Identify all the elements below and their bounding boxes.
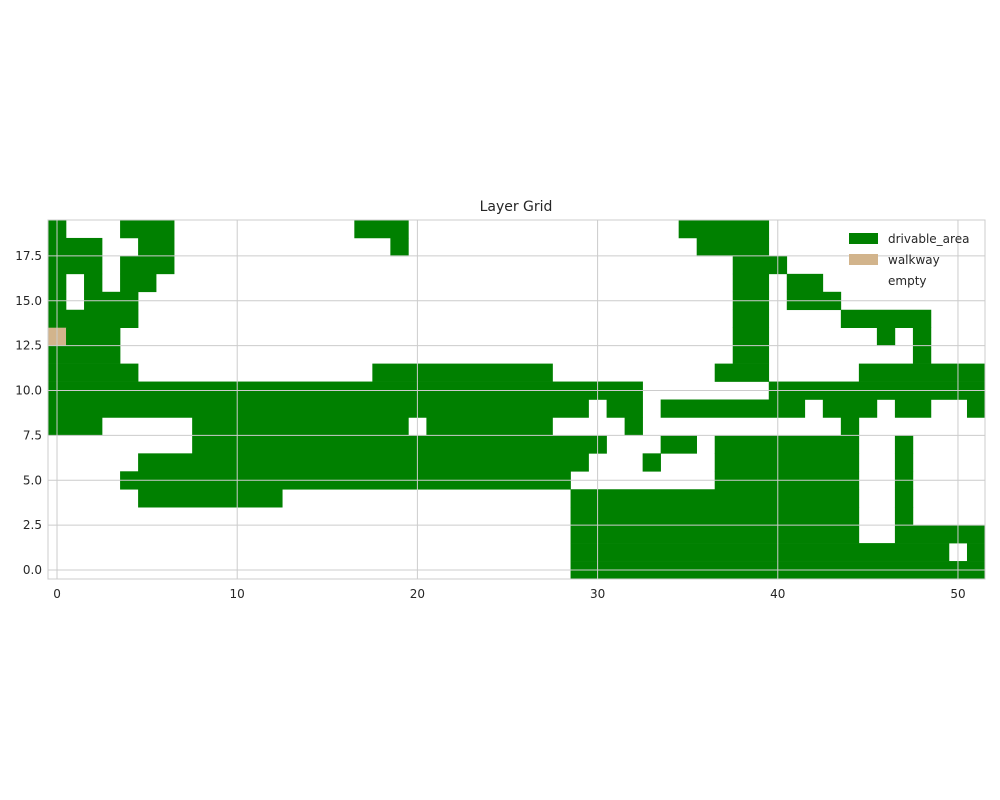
cell-drivable-area: [894, 399, 932, 418]
cell-drivable-area: [714, 453, 860, 472]
cell-drivable-area: [354, 220, 409, 239]
cell-drivable-area: [624, 417, 643, 436]
cell-drivable-area: [714, 363, 770, 382]
cell-drivable-area: [48, 363, 139, 382]
cell-drivable-area: [840, 309, 932, 328]
cell-drivable-area: [138, 453, 589, 472]
y-tick-label: 0.0: [23, 563, 42, 577]
cell-drivable-area: [966, 399, 986, 418]
cell-drivable-area: [120, 220, 175, 239]
cell-drivable-area: [372, 363, 553, 382]
cell-drivable-area: [390, 237, 409, 257]
cell-drivable-area: [858, 363, 986, 382]
cell-drivable-area: [822, 399, 878, 418]
cell-drivable-area: [894, 525, 986, 544]
cell-drivable-area: [606, 399, 643, 418]
cell-drivable-area: [192, 435, 607, 454]
cell-drivable-area: [120, 273, 157, 293]
cell-drivable-area: [876, 327, 896, 346]
cell-drivable-area: [642, 453, 661, 472]
cell-drivable-area: [570, 543, 950, 562]
x-tick-label: 40: [770, 587, 785, 601]
legend-swatch-walkway: [849, 254, 878, 265]
cell-drivable-area: [426, 417, 553, 436]
cell-drivable-area: [696, 237, 770, 257]
cell-drivable-area: [912, 327, 932, 346]
legend-label-drivable-area: drivable_area: [888, 232, 969, 246]
cell-drivable-area: [138, 237, 175, 257]
x-tick-label: 50: [950, 587, 965, 601]
x-tick-label: 30: [590, 587, 605, 601]
y-tick-label: 5.0: [23, 473, 42, 487]
cell-drivable-area: [732, 345, 770, 364]
cell-drivable-area: [48, 417, 103, 436]
cell-drivable-area: [732, 327, 770, 346]
cell-drivable-area: [660, 399, 806, 418]
cell-drivable-area: [48, 345, 121, 364]
grid-lines: [48, 220, 985, 579]
legend-label-empty: empty: [888, 274, 927, 288]
cell-drivable-area: [894, 435, 914, 454]
x-tick-label: 10: [230, 587, 245, 601]
legend-swatch-drivable-area: [849, 233, 878, 244]
cell-drivable-area: [120, 255, 175, 275]
y-axis-ticks: 0.0 2.5 5.0 7.5 10.0 12.5 15.0 17.5: [15, 249, 42, 577]
y-tick-label: 15.0: [15, 294, 42, 308]
cell-drivable-area: [570, 489, 860, 508]
cell-drivable-area: [48, 399, 589, 418]
legend-swatch-empty: [849, 275, 878, 286]
plot-frame: [47, 219, 986, 580]
cell-drivable-area: [714, 435, 860, 454]
cell-drivable-area: [678, 220, 770, 239]
cell-drivable-area: [894, 489, 914, 508]
cell-drivable-area: [660, 435, 697, 454]
y-tick-label: 17.5: [15, 249, 42, 263]
cell-drivable-area: [912, 345, 932, 364]
cell-drivable-area: [48, 255, 103, 275]
cell-drivable-area: [894, 507, 914, 526]
y-tick-label: 12.5: [15, 339, 42, 353]
y-tick-label: 2.5: [23, 518, 42, 532]
x-axis-ticks: 0 10 20 30 40 50: [53, 587, 965, 601]
legend-label-walkway: walkway: [888, 253, 940, 267]
cell-drivable-area: [732, 309, 770, 328]
cell-drivable-area: [966, 543, 986, 562]
cell-drivable-area: [732, 273, 770, 293]
cell-drivable-area: [786, 273, 824, 293]
x-tick-label: 20: [410, 587, 425, 601]
y-tick-label: 7.5: [23, 428, 42, 442]
cell-drivable-area: [192, 417, 409, 436]
x-tick-label: 0: [53, 587, 61, 601]
cell-drivable-area: [894, 453, 914, 472]
cell-drivable-area: [570, 507, 860, 526]
cell-drivable-area: [48, 309, 139, 328]
y-tick-label: 10.0: [15, 384, 42, 398]
cell-drivable-area: [138, 489, 283, 508]
cell-drivable-area: [66, 327, 121, 346]
cell-drivable-area: [570, 525, 860, 544]
cell-drivable-area: [840, 417, 860, 436]
cell-drivable-area: [732, 255, 788, 275]
cell-drivable-area: [84, 273, 103, 293]
cell-drivable-area: [48, 237, 103, 257]
chart-title: Layer Grid: [480, 199, 553, 215]
